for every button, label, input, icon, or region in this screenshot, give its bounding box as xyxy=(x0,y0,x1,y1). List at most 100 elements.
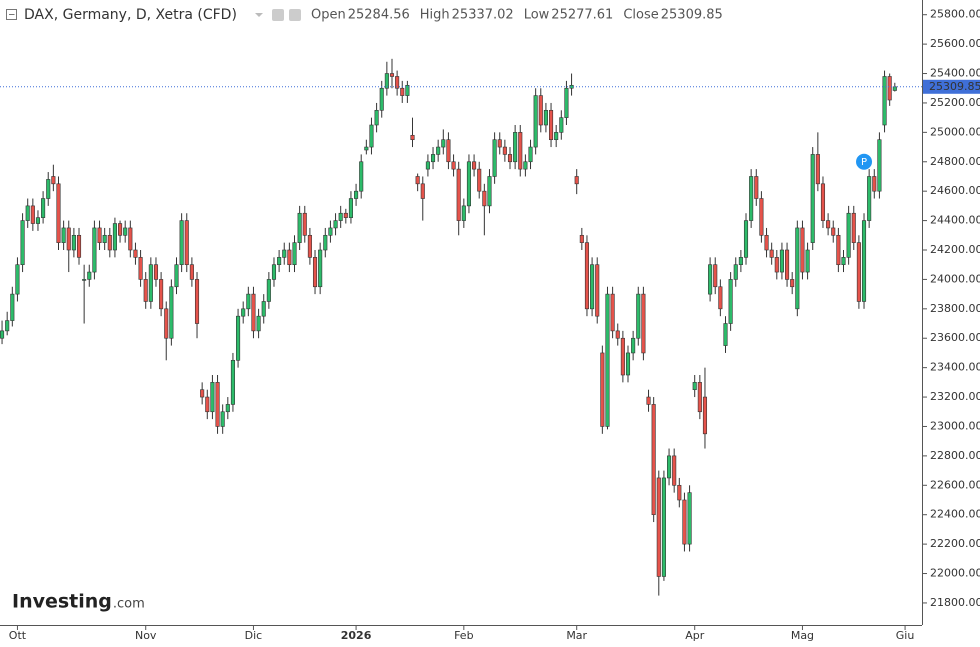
logo: Investing xyxy=(12,591,112,613)
candle-body xyxy=(225,404,230,413)
candle-body xyxy=(277,257,282,266)
candle-body xyxy=(76,234,82,258)
candle-body xyxy=(477,168,482,192)
candle-body xyxy=(200,389,205,398)
candle-body xyxy=(271,264,277,280)
candle-body xyxy=(384,73,389,89)
candle-body xyxy=(861,220,867,302)
candle-body xyxy=(179,220,184,266)
candle-body xyxy=(138,257,143,280)
candle-body xyxy=(354,190,359,199)
candle-body xyxy=(415,176,420,185)
candle-body xyxy=(205,396,210,413)
candle-body xyxy=(343,212,348,218)
candle-body xyxy=(513,132,518,163)
candle-body xyxy=(600,352,605,427)
candle-body xyxy=(282,249,287,258)
candle-body xyxy=(359,161,364,192)
candle-body xyxy=(66,227,71,251)
candle-body xyxy=(651,404,656,516)
candle-body xyxy=(610,293,615,332)
candle-body xyxy=(25,205,30,221)
candle-body xyxy=(405,84,410,96)
candle-body xyxy=(641,293,646,354)
y-tick-label: 23800.00 xyxy=(930,302,980,315)
candle-body xyxy=(667,455,672,479)
candle-body xyxy=(56,183,61,243)
candle-body xyxy=(297,212,302,243)
y-tick-label: 22800.00 xyxy=(930,449,980,462)
candle-body xyxy=(785,249,790,280)
y-tick-label: 25800.00 xyxy=(930,8,980,21)
candle-body xyxy=(800,227,805,273)
candle-body xyxy=(795,227,800,310)
candle-body xyxy=(456,168,461,221)
candle-body xyxy=(230,359,235,405)
candle-body xyxy=(543,109,548,126)
x-tick-label: Nov xyxy=(135,629,157,642)
candle-body xyxy=(826,220,831,229)
candle-body xyxy=(410,134,415,141)
candle-body xyxy=(307,234,312,258)
close-icon[interactable] xyxy=(289,9,301,21)
dropdown-arrow[interactable] xyxy=(255,13,263,17)
candle-body xyxy=(430,154,436,163)
candle-body xyxy=(292,242,297,266)
candle-body xyxy=(400,87,405,96)
y-tick-label: 22200.00 xyxy=(930,537,980,550)
y-tick-label: 23000.00 xyxy=(930,419,980,432)
candle-body xyxy=(867,176,872,221)
candle-body xyxy=(590,264,595,310)
settings-icon[interactable] xyxy=(272,9,284,21)
candle-body xyxy=(882,76,887,126)
y-tick-label: 24600.00 xyxy=(930,184,980,197)
candle-body xyxy=(10,293,15,321)
candle-body xyxy=(446,139,451,163)
candle-body xyxy=(241,308,246,317)
candle-body xyxy=(220,411,225,427)
y-tick-label: 22000.00 xyxy=(930,567,980,580)
candle-body xyxy=(549,109,554,141)
candle-body xyxy=(733,264,738,280)
candle-body xyxy=(143,279,148,302)
candle-body xyxy=(333,220,338,229)
candle-body xyxy=(492,139,497,177)
y-tick-label: 24000.00 xyxy=(930,272,980,285)
candle-body xyxy=(0,330,5,339)
candle-body xyxy=(615,330,620,339)
candle-body xyxy=(718,286,723,310)
marker-label: P xyxy=(861,157,867,168)
candle-body xyxy=(738,257,743,266)
candle-body xyxy=(30,205,35,224)
candle-body xyxy=(774,257,779,273)
candle-body xyxy=(574,176,579,185)
candle-body xyxy=(636,293,641,339)
candle-body xyxy=(687,492,692,545)
candle-body xyxy=(749,176,754,221)
y-tick-label: 25600.00 xyxy=(930,37,980,50)
candle-body xyxy=(625,352,631,376)
y-tick-label: 24200.00 xyxy=(930,243,980,256)
candle-body xyxy=(584,242,590,310)
candle-body xyxy=(595,264,600,317)
candle-body xyxy=(497,139,502,148)
candle-body xyxy=(164,308,169,339)
collapse-icon[interactable] xyxy=(6,9,17,20)
candle-body xyxy=(97,227,102,243)
candle-body xyxy=(236,315,241,361)
y-tick-label: 23400.00 xyxy=(930,361,980,374)
x-tick-label: Apr xyxy=(685,629,705,642)
candle-body xyxy=(502,146,507,155)
candle-body xyxy=(810,154,815,243)
candle-body xyxy=(831,227,836,236)
candle-body xyxy=(5,320,10,332)
ohlc-value: 25337.02 xyxy=(452,8,514,23)
y-tick-label: 24800.00 xyxy=(930,155,980,168)
candle-body xyxy=(702,396,708,435)
candle-body xyxy=(364,146,369,151)
candle-body xyxy=(620,337,625,376)
candle-body xyxy=(35,217,41,224)
candle-body xyxy=(472,161,477,170)
candle-body xyxy=(71,234,76,251)
